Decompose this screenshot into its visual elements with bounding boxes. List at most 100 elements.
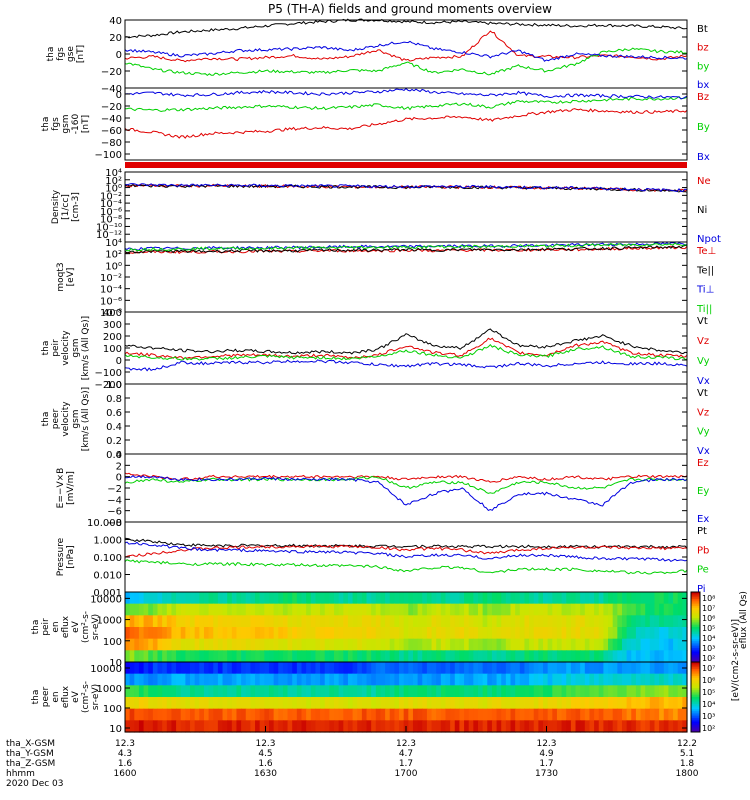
y-axis-title-line: sr-eV) [91, 684, 101, 710]
heatmap-cell [278, 708, 284, 721]
heatmap-cell [394, 627, 400, 640]
heatmap-cell [389, 720, 395, 733]
heatmap-cell [677, 697, 683, 710]
y-tick-label: −200 [95, 380, 122, 391]
heatmap-cell [575, 638, 581, 651]
heatmap-cell [361, 615, 368, 628]
heatmap-cell [626, 603, 632, 616]
series-line-bz [124, 30, 688, 63]
heatmap-cell [561, 627, 567, 640]
heatmap-cell [320, 592, 326, 605]
heatmap-cell [487, 697, 493, 710]
heatmap-cell [598, 685, 604, 698]
heatmap-cell [519, 720, 526, 733]
heatmap-cell [138, 603, 145, 616]
heatmap-cell [635, 685, 642, 698]
heatmap-cell [594, 697, 600, 710]
heatmap-cell [505, 627, 512, 640]
heatmap-cell [273, 603, 279, 616]
heatmap-cell [143, 685, 149, 698]
heatmap-cell [352, 685, 358, 698]
heatmap-cell [645, 697, 651, 710]
heatmap-cell [408, 627, 414, 640]
heatmap-cell [659, 720, 665, 733]
heatmap-cell [440, 662, 447, 675]
heatmap-cell [143, 638, 149, 651]
heatmap-cell [287, 697, 293, 710]
heatmap-cell [352, 720, 358, 733]
y-tick-label: −100 [95, 368, 122, 379]
y-axis-title-line: [km/s (All Qs)] [81, 387, 91, 451]
heatmap-cell [589, 673, 595, 686]
heatmap-cell [505, 615, 512, 628]
heatmap-cell [143, 708, 149, 721]
heatmap-cell [143, 673, 149, 686]
heatmap-cell [477, 615, 484, 628]
heatmap-cell [329, 662, 335, 675]
x-row-value: 1.6 [258, 759, 273, 769]
heatmap-cell [505, 638, 512, 651]
heatmap-cell [371, 603, 377, 616]
heatmap-cell [412, 673, 419, 686]
heatmap-cell [273, 708, 279, 721]
heatmap-cell [301, 673, 307, 686]
heatmap-cell [385, 685, 391, 698]
heatmap-cell [213, 603, 219, 616]
heatmap-cell [640, 650, 646, 663]
heatmap-cell [287, 685, 293, 698]
heatmap-cell [436, 720, 442, 733]
heatmap-cell [180, 638, 186, 651]
heatmap-cell [654, 708, 660, 721]
heatmap-cell [538, 673, 544, 686]
heatmap-cell [185, 650, 191, 663]
heatmap-cell [357, 697, 363, 710]
heatmap-cell [371, 615, 377, 628]
heatmap-cell [496, 592, 502, 605]
heatmap-cell [264, 708, 270, 721]
heatmap-cell [273, 615, 279, 628]
colorbar-segment [691, 728, 700, 731]
heatmap-cell [138, 615, 145, 628]
heatmap-cell [394, 673, 400, 686]
heatmap-cell [190, 592, 196, 605]
heatmap-cell [389, 708, 395, 721]
heatmap-cell [496, 638, 502, 651]
heatmap-cell [654, 627, 660, 640]
heatmap-cell [250, 708, 256, 721]
colorbar-segment [691, 718, 700, 721]
heatmap-cell [464, 592, 470, 605]
colorbar-segment [691, 648, 700, 651]
heatmap-cell [329, 627, 335, 640]
heatmap-cell [268, 708, 275, 721]
heatmap-cell [612, 615, 618, 628]
heatmap-cell [547, 685, 553, 698]
heatmap-cell [673, 650, 679, 663]
heatmap-cell [306, 720, 312, 733]
heatmap-cell [621, 603, 628, 616]
heatmap-cell [310, 673, 317, 686]
heatmap-cell [171, 603, 177, 616]
heatmap-cell [245, 638, 251, 651]
heatmap-cell [552, 720, 558, 733]
heatmap-cell [547, 673, 553, 686]
heatmap-cell [245, 708, 251, 721]
heatmap-cell [533, 720, 539, 733]
colorbar-segment [691, 707, 700, 710]
heatmap-cell [556, 650, 563, 663]
heatmap-cell [371, 592, 377, 605]
heatmap-cell [361, 673, 368, 686]
y-tick-label: 0 [116, 50, 122, 61]
heatmap-cell [282, 603, 289, 616]
heatmap-cell [649, 708, 656, 721]
heatmap-cell [608, 638, 614, 651]
colorbar-segment [691, 646, 700, 649]
heatmap-cell [417, 697, 423, 710]
heatmap-cell [412, 592, 419, 605]
heatmap-cell [380, 638, 386, 651]
colorbar-segment [691, 672, 700, 675]
heatmap-cell [468, 603, 474, 616]
heatmap-cell [259, 627, 265, 640]
heatmap-cell [287, 650, 293, 663]
heatmap-cell [222, 592, 228, 605]
